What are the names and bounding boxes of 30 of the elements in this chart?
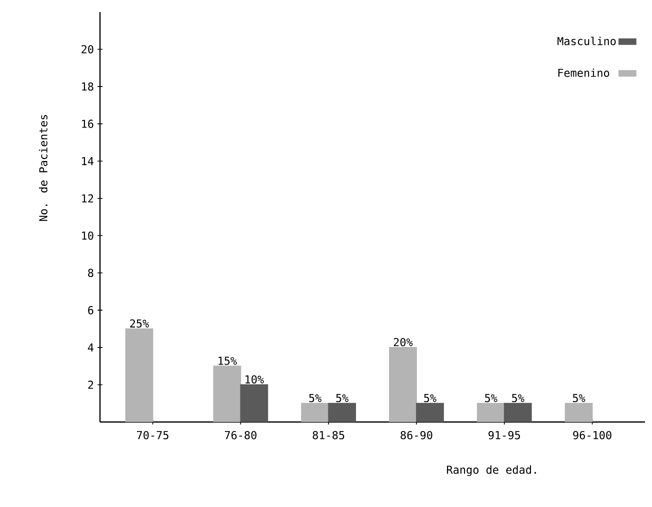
y-axis-title: No. de Pacientes (38, 115, 48, 221)
y-tick-label: 2 (88, 380, 94, 389)
annotation: 10% (246, 375, 264, 384)
x-tick-label: 81-85 (312, 431, 344, 440)
y-tick-label: 12 (82, 194, 94, 202)
x-tick-label: 91-95 (488, 431, 520, 440)
y-tick-label: 20 (82, 45, 94, 54)
y-tick-label: 6 (88, 306, 94, 314)
y-tick-label: 14 (82, 157, 94, 166)
legend-label: Femenino (558, 68, 610, 77)
annotation: 5% (424, 394, 436, 402)
annotation: 15% (218, 356, 237, 365)
x-axis-title: Rango de edad. (446, 465, 536, 476)
y-tick-label: 4 (88, 343, 94, 352)
annotation: 5% (572, 394, 586, 402)
y-tick-label: 18 (82, 82, 94, 91)
x-tick-label: 70-75 (137, 431, 168, 440)
annotation: 20% (394, 338, 413, 346)
annotation: 5% (309, 394, 322, 402)
x-tick-label: 86-90 (400, 431, 432, 440)
legend-label: Masculino (558, 36, 616, 46)
annotation: 5% (512, 394, 524, 402)
annotation: 25% (130, 319, 149, 328)
y-tick-label: 10 (82, 232, 94, 240)
x-tick-label: 96-100 (573, 431, 612, 440)
annotation: 5% (485, 394, 498, 402)
annotation: 5% (336, 394, 348, 402)
y-tick-label: 16 (82, 120, 94, 128)
y-tick-label: 8 (88, 268, 94, 278)
x-tick-label: 76-80 (224, 431, 256, 440)
